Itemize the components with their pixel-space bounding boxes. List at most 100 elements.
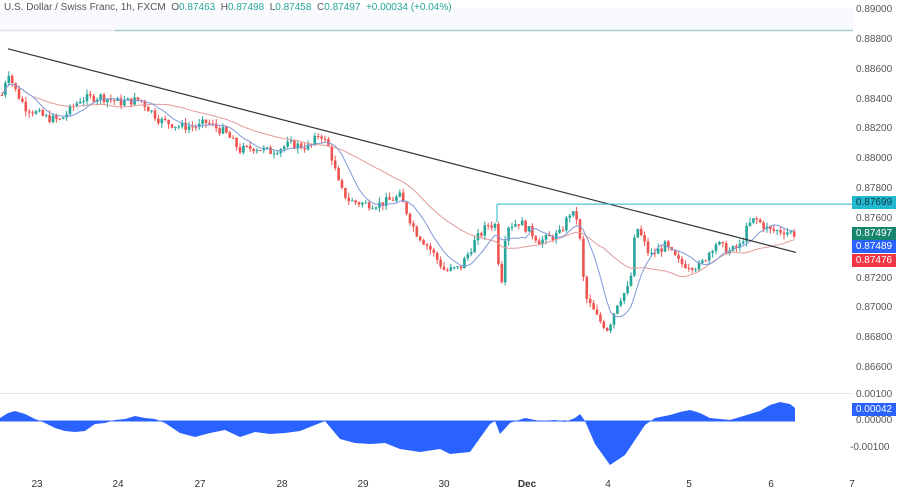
candle-body: [398, 192, 402, 197]
candle-body: [119, 98, 123, 106]
candle-body: [184, 122, 187, 130]
candle-body: [510, 226, 514, 228]
candle-body: [391, 199, 395, 201]
candle-body: [225, 126, 228, 133]
legend-band: [0, 8, 853, 30]
resistance-price-tag: 0.87699: [852, 196, 896, 209]
candle-body: [0, 95, 4, 97]
candle-body: [660, 248, 663, 252]
candle-body: [412, 223, 415, 227]
candle-body: [31, 112, 34, 114]
candle-body: [616, 305, 619, 314]
candle-body: [656, 248, 660, 254]
candle-body: [401, 192, 405, 203]
close-value: 0.87497: [324, 2, 361, 13]
candle-body: [163, 118, 167, 120]
time-tick: 29: [357, 479, 369, 490]
candle-body: [299, 143, 303, 148]
candle-body: [296, 143, 300, 149]
candle-body: [633, 237, 636, 276]
osc-tick: -0.00100: [850, 442, 890, 453]
time-tick: 28: [276, 479, 288, 490]
candle-body: [568, 215, 572, 218]
osc-tick: 0.00100: [856, 389, 893, 400]
candle-body: [435, 252, 439, 260]
candle-body: [174, 126, 177, 128]
candle-body: [99, 94, 102, 100]
candle-body: [643, 235, 646, 242]
time-tick: 7: [849, 479, 855, 490]
candle-body: [537, 240, 541, 245]
candle-body: [789, 231, 793, 233]
candle-body: [612, 313, 616, 325]
candle-body: [711, 250, 714, 253]
candle-body: [109, 99, 113, 101]
candle-body: [89, 94, 92, 96]
candle-body: [503, 240, 507, 283]
candle-body: [684, 264, 687, 269]
candle-body: [466, 254, 470, 259]
time-tick: 27: [194, 479, 206, 490]
candle-body: [170, 124, 174, 128]
candle-body: [61, 117, 65, 119]
candle-body: [609, 324, 612, 331]
oscillator-area: [0, 402, 795, 465]
time-tick: 4: [605, 479, 611, 490]
candle-body: [293, 140, 296, 149]
candle-body: [639, 228, 643, 236]
candle-body: [367, 202, 371, 209]
candle-body: [17, 88, 21, 99]
symbol-legend: U.S. Dollar / Swiss Franc, 1h, FXCM O0.8…: [4, 2, 452, 13]
candle-body: [653, 252, 657, 254]
candle-body: [728, 250, 731, 254]
candle-body: [741, 241, 745, 244]
candle-body: [38, 110, 41, 112]
ma-slow-line: [1, 83, 795, 278]
candle-body: [68, 105, 72, 115]
candle-body: [775, 230, 779, 232]
candle-body: [242, 145, 245, 153]
candle-body: [208, 122, 211, 124]
candle-body: [323, 138, 327, 140]
candle-body: [201, 119, 204, 124]
candle-body: [782, 232, 786, 235]
candle-body: [85, 94, 89, 102]
candle-body: [707, 252, 711, 261]
candle-body: [646, 241, 650, 253]
candle-body: [483, 225, 487, 236]
candle-body: [755, 218, 759, 220]
candle-body: [374, 207, 378, 209]
candle-body: [187, 126, 191, 130]
candle-body: [289, 140, 293, 142]
candle-body: [731, 246, 735, 251]
candle-body: [306, 144, 310, 150]
candle-body: [7, 75, 11, 83]
price-tick: 0.87000: [856, 302, 893, 314]
candle-body: [663, 241, 667, 252]
candle-body: [704, 260, 708, 262]
candle-body: [14, 82, 17, 89]
candle-body: [350, 200, 354, 202]
candle-body: [24, 101, 28, 112]
candle-body: [313, 135, 317, 145]
candle-body: [724, 243, 728, 254]
candle-body: [41, 110, 45, 116]
time-tick: 23: [31, 479, 43, 490]
candle-body: [320, 136, 323, 139]
candle-body: [626, 285, 629, 294]
candle-body: [585, 276, 589, 299]
candle-body: [602, 321, 606, 328]
candle-body: [551, 236, 555, 240]
candle-body: [524, 220, 527, 232]
candle-body: [211, 123, 215, 125]
candle-body: [622, 293, 626, 302]
candle-body: [191, 126, 194, 128]
candle-body: [762, 222, 765, 229]
price-tick: 0.86600: [856, 362, 893, 373]
candle-body: [588, 298, 592, 304]
candle-body: [82, 101, 85, 103]
candle-body: [116, 98, 119, 102]
candle-body: [752, 218, 755, 223]
candle-body: [541, 239, 544, 245]
